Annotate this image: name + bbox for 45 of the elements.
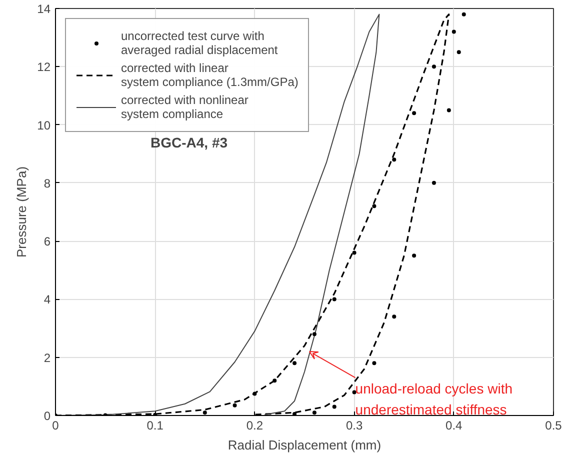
x-tick-label: 0.3 bbox=[346, 418, 363, 432]
point bbox=[372, 361, 376, 366]
point bbox=[292, 412, 297, 416]
point bbox=[272, 378, 277, 383]
y-tick-label: 14 bbox=[37, 2, 51, 16]
point bbox=[432, 180, 436, 185]
point bbox=[432, 64, 436, 69]
y-tick-label: 4 bbox=[44, 292, 51, 307]
point bbox=[446, 108, 451, 112]
point bbox=[392, 158, 396, 162]
y-tick-label: 8 bbox=[44, 176, 51, 190]
y-tick-label: 12 bbox=[37, 60, 51, 74]
point bbox=[412, 254, 416, 258]
x-tick-label: 0.1 bbox=[146, 418, 164, 432]
x-tick-label: 0.4 bbox=[446, 418, 463, 432]
y-tick-label: 2 bbox=[44, 350, 51, 365]
point bbox=[372, 204, 376, 208]
y-tick-label: 10 bbox=[37, 118, 51, 132]
point bbox=[312, 332, 316, 336]
point bbox=[332, 404, 336, 409]
point bbox=[412, 111, 416, 116]
point bbox=[312, 410, 316, 415]
point bbox=[456, 50, 461, 54]
point bbox=[292, 361, 297, 366]
legend-label: corrected with nonlinear system compliance bbox=[121, 93, 248, 121]
y-tick-label: 0 bbox=[44, 409, 51, 423]
x-tick-label: 0.2 bbox=[246, 418, 264, 432]
point bbox=[452, 30, 456, 34]
legend-label: uncorrected test curve with averaged radial displacement bbox=[121, 29, 278, 57]
y-axis-title: Pressure (MPa) bbox=[14, 166, 30, 258]
point bbox=[392, 314, 396, 319]
x-tick-label: 0 bbox=[52, 418, 60, 432]
annotation: BGC-A4, #3 bbox=[150, 134, 228, 150]
point bbox=[352, 250, 356, 255]
point bbox=[232, 403, 237, 408]
x-tick-label: 0.5 bbox=[545, 418, 562, 432]
annotation: unload-reload cycles with underestimated stiffness bbox=[355, 380, 512, 418]
point bbox=[252, 392, 257, 396]
point bbox=[202, 410, 207, 415]
point bbox=[462, 12, 466, 16]
point bbox=[352, 390, 356, 394]
legend-label: corrected with linear system compliance (1.3mm/GPa) bbox=[121, 61, 298, 89]
point bbox=[332, 297, 336, 302]
y-tick-label: 6 bbox=[44, 234, 51, 249]
x-axis-title: Radial Displacement (mm) bbox=[228, 438, 382, 452]
